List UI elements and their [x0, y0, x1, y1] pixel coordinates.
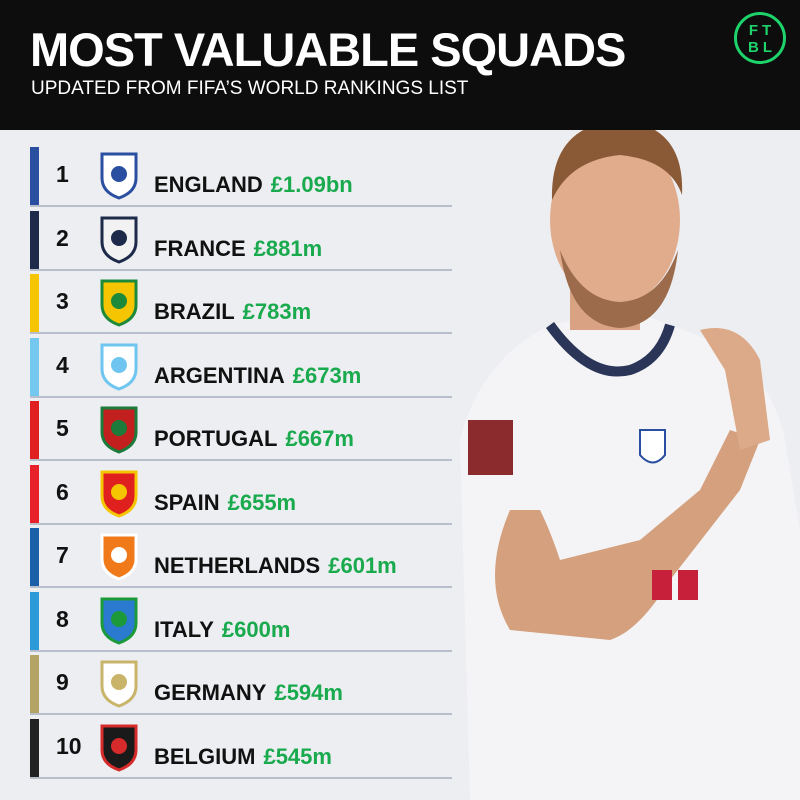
squad-value: £600m: [221, 616, 291, 642]
squad-value: £655m: [227, 489, 297, 515]
rank: 9: [56, 669, 69, 695]
team-name: ENGLAND £1.09bn: [154, 172, 353, 198]
team-label: ARGENTINA: [154, 362, 285, 388]
subtitle: UPDATED FROM FIFA’S WORLD RANKINGS LIST: [31, 78, 469, 99]
team-label: ENGLAND: [154, 172, 263, 197]
logo-text: FT: [748, 22, 776, 39]
team-name: PORTUGAL £667m: [154, 426, 354, 452]
squad-value: £673m: [292, 362, 362, 388]
rank: 5: [56, 415, 69, 441]
logo: FT BL: [734, 12, 786, 64]
team-label: BELGIUM: [154, 743, 256, 769]
squad-value: £545m: [263, 743, 332, 769]
row-stripe: [30, 401, 39, 459]
row-stripe: [30, 718, 39, 777]
row-stripe: [30, 464, 39, 523]
row: 7 NETHERLANDS £601m: [30, 528, 452, 588]
row-stripe: [30, 274, 39, 332]
rank: 8: [56, 605, 69, 632]
team-crest: [100, 724, 138, 772]
rank: 6: [56, 478, 69, 505]
squad-value: £881m: [253, 235, 323, 261]
rank: 1: [56, 161, 69, 187]
row: 2 FRANCE £881m: [30, 210, 452, 271]
row: 5 PORTUGAL £667m: [30, 401, 452, 461]
row-stripe: [30, 147, 39, 205]
team-name: FRANCE £881m: [154, 236, 322, 262]
team-crest: [100, 406, 138, 454]
rank: 3: [56, 288, 69, 314]
squad-value: £667m: [285, 426, 354, 451]
rank: 2: [56, 224, 69, 251]
header: MOST VALUABLE SQUADS UPDATED FROM FIFA’S…: [0, 0, 800, 130]
team-crest: [100, 279, 138, 327]
team-name: SPAIN £655m: [154, 490, 296, 516]
squad-value: £783m: [242, 299, 312, 324]
row: 9 GERMANY £594m: [30, 655, 452, 715]
squad-value: £1.09bn: [270, 172, 353, 197]
team-label: PORTUGAL: [154, 426, 278, 451]
row: 6 SPAIN £655m: [30, 464, 452, 525]
row: 3 BRAZIL £783m: [30, 274, 452, 334]
row: 8 ITALY £600m: [30, 591, 452, 652]
team-label: ITALY: [154, 616, 214, 642]
team-crest: [100, 152, 138, 200]
team-label: NETHERLANDS: [154, 553, 321, 578]
row-stripe: [30, 337, 39, 396]
team-label: SPAIN: [154, 489, 220, 515]
row-stripe: [30, 210, 39, 269]
rank: 4: [56, 351, 69, 378]
team-label: GERMANY: [154, 680, 267, 705]
rank: 10: [56, 732, 82, 759]
team-crest: [100, 660, 138, 708]
team-crest: [100, 533, 138, 581]
team-label: FRANCE: [154, 235, 246, 261]
logo-text: BL: [748, 39, 776, 56]
team-crest: [100, 470, 138, 518]
team-crest: [100, 343, 138, 391]
rank: 7: [56, 542, 69, 568]
team-name: ARGENTINA £673m: [154, 363, 361, 389]
row-stripe: [30, 528, 39, 586]
row-stripe: [30, 655, 39, 713]
team-name: BELGIUM £545m: [154, 744, 332, 770]
title: MOST VALUABLE SQUADS: [30, 23, 626, 76]
team-name: ITALY £600m: [154, 617, 290, 643]
player-photo: [460, 120, 800, 800]
row-stripe: [30, 591, 39, 650]
team-label: BRAZIL: [154, 299, 235, 324]
squad-value: £601m: [328, 553, 397, 578]
row: 1 ENGLAND £1.09bn: [30, 147, 452, 207]
row: 10 BELGIUM £545m: [30, 718, 452, 779]
team-crest: [100, 216, 138, 264]
team-name: NETHERLANDS £601m: [154, 553, 397, 579]
team-crest: [100, 597, 138, 645]
row: 4 ARGENTINA £673m: [30, 337, 452, 398]
team-name: GERMANY £594m: [154, 680, 343, 706]
squad-value: £594m: [274, 680, 343, 705]
team-name: BRAZIL £783m: [154, 299, 311, 325]
